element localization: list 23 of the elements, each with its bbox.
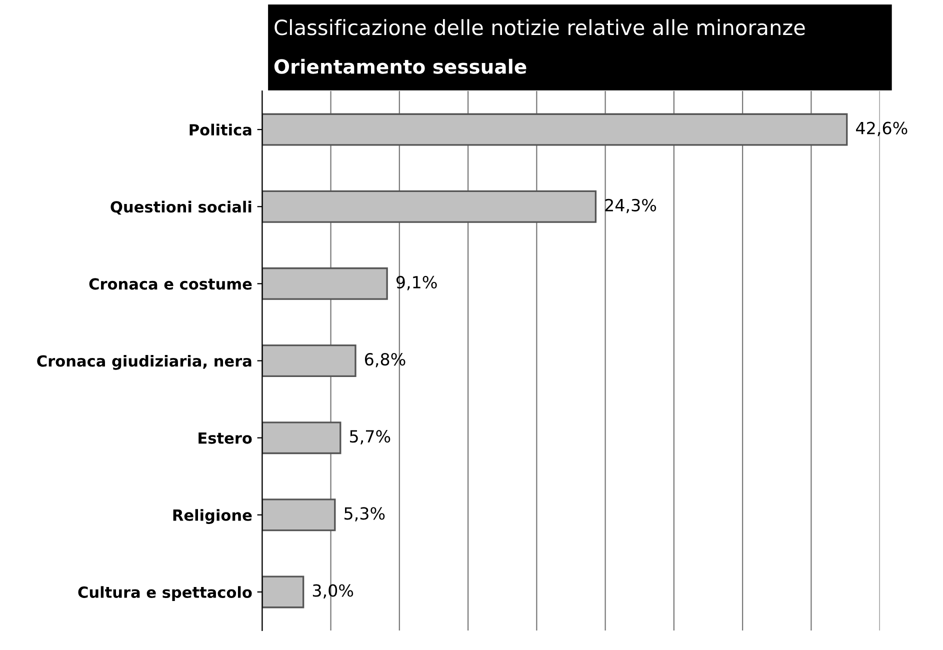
bar bbox=[262, 267, 388, 300]
y-tick-label: Religione bbox=[173, 509, 252, 524]
data-label: 6,8% bbox=[364, 352, 406, 368]
bar bbox=[262, 113, 848, 146]
data-label: 5,7% bbox=[350, 430, 390, 444]
bar bbox=[262, 190, 597, 223]
bar bbox=[262, 422, 342, 454]
data-label: 42,6% bbox=[856, 122, 908, 136]
chart-subtitle: Orientamento sessuale bbox=[274, 58, 526, 74]
y-tick-label: Estero bbox=[198, 432, 252, 444]
bar bbox=[262, 576, 304, 608]
bar bbox=[262, 498, 336, 532]
y-tick-label: Cronaca e costume bbox=[89, 278, 252, 290]
data-label: 5,3% bbox=[344, 507, 385, 522]
chart-title: Classificazione delle notizie relative alle minoranze bbox=[274, 19, 805, 36]
y-tick-label: Cultura e spettacolo bbox=[78, 586, 252, 601]
bar bbox=[262, 344, 356, 377]
y-tick-label: Politica bbox=[190, 124, 252, 136]
y-tick-label: Cronaca giudiziaria, nera bbox=[37, 354, 252, 370]
y-tick-label: Questioni sociali bbox=[110, 200, 252, 215]
data-label: 24,3% bbox=[605, 198, 656, 214]
data-label: 3,0% bbox=[312, 584, 354, 598]
data-label: 9,1% bbox=[396, 276, 437, 290]
